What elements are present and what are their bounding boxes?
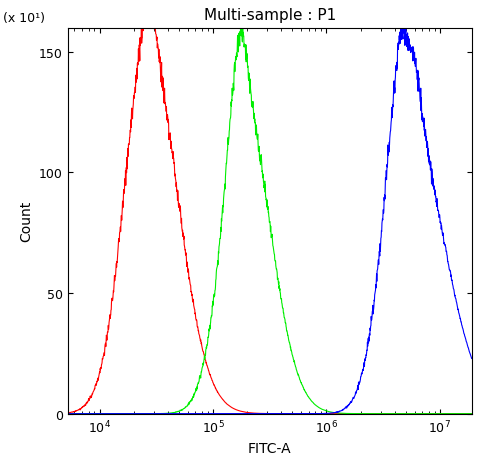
Text: (x 10¹): (x 10¹) <box>3 12 45 25</box>
Title: Multi-sample : P1: Multi-sample : P1 <box>204 8 336 23</box>
X-axis label: FITC-A: FITC-A <box>248 441 291 455</box>
Y-axis label: Count: Count <box>20 200 34 242</box>
